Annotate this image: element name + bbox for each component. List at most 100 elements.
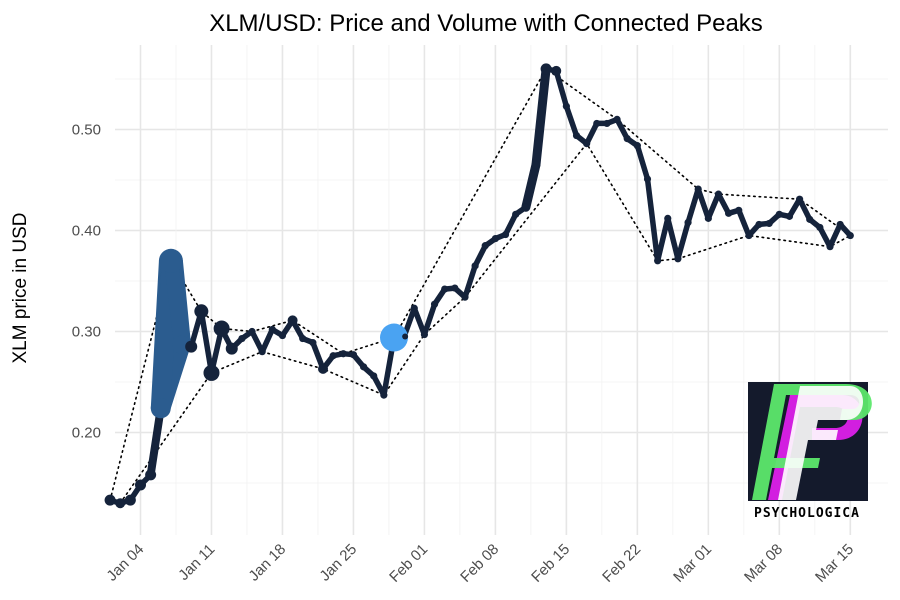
price-point: [278, 331, 287, 340]
price-point: [765, 219, 773, 228]
price-high-volume-segment: [531, 64, 551, 170]
price-point: [613, 115, 621, 123]
price-point-large: [551, 65, 562, 76]
price-point: [420, 330, 429, 339]
price-line: [107, 66, 854, 506]
price-point-large: [158, 248, 183, 273]
price-point: [370, 372, 378, 380]
x-tick-label: Jan 11: [175, 541, 218, 584]
gridlines: [115, 45, 888, 535]
price-point: [796, 195, 804, 203]
x-tick-label: Jan 25: [316, 541, 360, 585]
price-point: [430, 300, 439, 308]
x-tick-label: Feb 22: [599, 541, 644, 586]
price-point-large: [225, 342, 238, 355]
x-tick-label: Mar 15: [812, 541, 857, 586]
price-point: [491, 234, 499, 243]
price-point: [745, 231, 753, 240]
y-axis-label: XLM price in USD: [10, 213, 31, 364]
price-point: [309, 339, 317, 347]
price-point: [826, 243, 834, 251]
price-point: [461, 293, 469, 301]
price-point: [674, 255, 682, 263]
price-point: [643, 175, 652, 183]
y-axis-ticks: 0.20 0.30 0.40 0.50: [72, 122, 101, 442]
x-tick-label: Feb 01: [386, 541, 431, 586]
price-point: [846, 231, 854, 240]
y-tick-label: 0.50: [72, 122, 101, 139]
y-tick-label: 0.40: [72, 223, 101, 240]
price-point-large: [124, 494, 136, 506]
logo-wordmark: PSYCHOLOGICA: [754, 506, 860, 521]
x-tick-label: Feb 08: [457, 541, 502, 586]
price-point: [402, 333, 409, 340]
price-high-volume-segment: [521, 160, 541, 212]
price-point: [714, 190, 723, 198]
price-point: [532, 161, 540, 169]
price-point: [593, 119, 601, 128]
y-tick-label: 0.20: [72, 425, 101, 442]
connected-peaks-line: [109, 67, 852, 502]
price-point: [755, 220, 763, 229]
price-point-large: [145, 469, 157, 481]
price-point: [836, 220, 844, 229]
price-point: [481, 242, 489, 250]
price-point-large: [115, 498, 126, 509]
x-tick-label: Feb 15: [528, 541, 573, 586]
price-point-large: [287, 315, 298, 326]
price-point-large: [185, 340, 198, 353]
price-high-volume-segment: [146, 404, 165, 479]
price-point: [329, 352, 337, 360]
price-point: [694, 185, 702, 193]
price-point-large: [380, 323, 408, 352]
price-point: [359, 363, 368, 371]
price-point: [268, 325, 276, 334]
x-axis-ticks: Jan 04 Jan 11 Jan 18 Jan 25 Feb 01 Feb 08 Feb …: [103, 541, 857, 586]
price-point: [441, 285, 449, 293]
price-point: [785, 212, 794, 220]
price-point: [299, 334, 307, 343]
logo-white-stroke: [778, 386, 864, 500]
price-point: [583, 140, 591, 148]
price-point: [380, 391, 388, 399]
price-point: [806, 215, 814, 223]
price-point: [735, 206, 743, 214]
price-point-large: [213, 320, 230, 337]
price-point-large: [150, 398, 171, 419]
price-point: [603, 119, 611, 128]
price-point-large: [203, 364, 220, 381]
price-point-large: [135, 479, 146, 491]
price-point: [248, 327, 256, 336]
price-point: [633, 142, 641, 150]
x-tick-label: Jan 04: [103, 541, 147, 585]
price-point-large: [194, 304, 209, 319]
price-point: [501, 230, 510, 239]
logo-magenta-stroke: [768, 395, 863, 500]
price-point-large: [318, 363, 329, 374]
x-tick-label: Mar 08: [741, 541, 786, 586]
price-point: [451, 284, 459, 292]
price-point: [775, 210, 783, 218]
price-point: [258, 348, 266, 356]
price-point-large: [172, 335, 191, 354]
price-point: [654, 257, 662, 265]
price-point: [562, 102, 570, 110]
price-point: [623, 134, 631, 143]
price-point: [664, 214, 672, 222]
price-point: [522, 203, 530, 211]
volume-segment: [163, 253, 189, 352]
connected-troughs-line: [119, 142, 852, 505]
price-point: [816, 223, 824, 232]
y-tick-label: 0.30: [72, 324, 101, 341]
price-point: [349, 351, 358, 359]
price-point: [410, 304, 418, 312]
price-point: [725, 209, 733, 217]
price-point: [704, 214, 712, 222]
x-tick-label: Jan 18: [245, 541, 289, 585]
price-point-large: [104, 494, 116, 506]
chart-title: XLM/USD: Price and Volume with Connected…: [209, 10, 763, 37]
plot-area: [104, 63, 854, 509]
price-point: [572, 131, 581, 140]
price-point-large: [540, 63, 552, 75]
